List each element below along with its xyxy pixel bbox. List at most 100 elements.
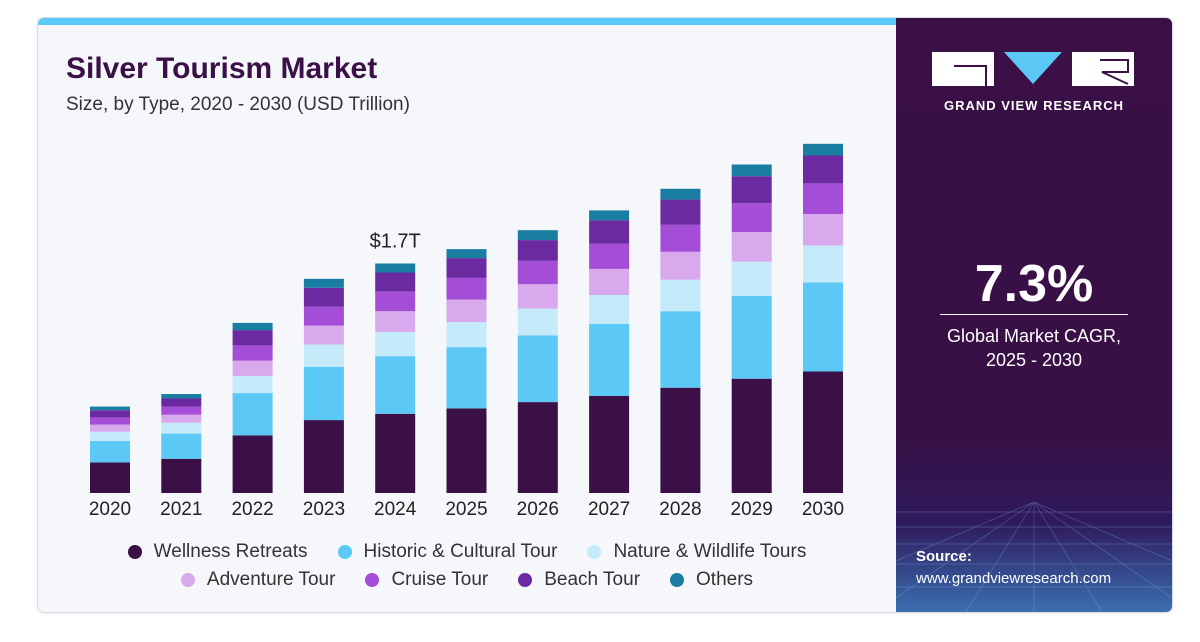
bar-segment-2025-cruise-tour bbox=[446, 277, 487, 300]
legend-swatch bbox=[337, 545, 352, 559]
bar-segment-2020-cruise-tour bbox=[90, 417, 130, 425]
chart-panel: Silver Tourism Market Size, by Type, 202… bbox=[38, 18, 896, 612]
legend-item: Cruise Tour bbox=[365, 569, 488, 591]
bar-segment-2026-cruise-tour bbox=[517, 260, 558, 285]
bar-segment-2028-historic-cultural-tour bbox=[660, 311, 701, 388]
bar-segment-2021-cruise-tour bbox=[161, 406, 202, 415]
legend-label: Wellness Retreats bbox=[153, 541, 308, 562]
cagr-label: Global Market CAGR, 2025 - 2030 bbox=[926, 324, 1142, 372]
x-tick-label: 2027 bbox=[588, 499, 630, 520]
bar-segment-2020-others bbox=[90, 406, 130, 411]
bar-segment-2022-historic-cultural-tour bbox=[232, 393, 273, 436]
bar-segment-2024-others bbox=[375, 263, 416, 273]
bar-segment-2024-beach-tour bbox=[375, 272, 416, 292]
bar-segment-2023-wellness-retreats bbox=[303, 420, 344, 493]
decorative-grid-floor bbox=[896, 502, 1172, 612]
legend-item: Nature & Wildlife Tours bbox=[587, 541, 806, 563]
bar-segment-2020-beach-tour bbox=[90, 410, 130, 418]
bar-segment-2021-adventure-tour bbox=[161, 414, 202, 423]
legend-swatch bbox=[127, 545, 142, 559]
bar-segment-2024-historic-cultural-tour bbox=[375, 356, 416, 414]
x-tick-label: 2023 bbox=[303, 499, 345, 520]
bar-segment-2030-adventure-tour bbox=[803, 214, 843, 246]
cagr-divider bbox=[940, 314, 1128, 315]
bar-segment-2023-adventure-tour bbox=[303, 325, 344, 345]
legend-swatch bbox=[518, 573, 533, 587]
bar-segment-2028-nature-wildlife-tours bbox=[660, 279, 701, 312]
bar-segment-2020-adventure-tour bbox=[90, 424, 130, 432]
bar-segment-2028-others bbox=[660, 188, 701, 200]
x-tick-label: 2029 bbox=[731, 499, 773, 520]
bar-segment-2029-cruise-tour bbox=[731, 203, 772, 232]
bar-segment-2020-historic-cultural-tour bbox=[90, 440, 130, 463]
bar-segment-2027-wellness-retreats bbox=[589, 395, 630, 493]
bar-segment-2024-wellness-retreats bbox=[375, 413, 416, 493]
source-label: Source: bbox=[916, 548, 972, 565]
stacked-bar-chart: 2020 2021 2022 2023 2024 $1.7T 2025 2026 2027 202… bbox=[89, 143, 844, 520]
bar-segment-2025-beach-tour bbox=[446, 258, 487, 278]
x-tick-label: 2022 bbox=[231, 499, 273, 520]
x-tick-label: 2028 bbox=[659, 499, 701, 520]
bar-segment-2025-nature-wildlife-tours bbox=[446, 322, 487, 348]
bar-segment-2028-wellness-retreats bbox=[660, 387, 701, 493]
bar-segment-2029-beach-tour bbox=[731, 176, 772, 204]
bar-segment-2022-others bbox=[232, 322, 273, 331]
bar-segment-2020-nature-wildlife-tours bbox=[90, 431, 130, 441]
stats-sidebar: GRAND VIEW RESEARCH 7.3% Global Market C… bbox=[896, 18, 1172, 612]
bar-segment-2026-others bbox=[517, 230, 558, 241]
bar-segment-2024-nature-wildlife-tours bbox=[375, 331, 416, 357]
legend-row: Wellness Retreats Historic & Cultural Tou… bbox=[38, 538, 896, 566]
bar-segment-2022-wellness-retreats bbox=[232, 435, 273, 493]
legend-label: Others bbox=[696, 569, 754, 590]
legend-item: Wellness Retreats bbox=[127, 541, 308, 563]
bar-segment-2025-historic-cultural-tour bbox=[446, 347, 487, 409]
legend-row: Adventure Tour Cruise Tour Beach Tour Other… bbox=[38, 566, 896, 594]
legend-label: Historic & Cultural Tour bbox=[363, 541, 558, 562]
bar-segment-2028-adventure-tour bbox=[660, 251, 701, 280]
bar-segment-2025-adventure-tour bbox=[446, 299, 487, 322]
chart-legend: Wellness Retreats Historic & Cultural Tou… bbox=[38, 538, 896, 594]
bar-segment-2027-cruise-tour bbox=[589, 243, 630, 269]
bar-segment-2023-nature-wildlife-tours bbox=[303, 344, 344, 367]
bar-segment-2023-others bbox=[303, 278, 344, 288]
source-url: www.grandviewresearch.com bbox=[916, 570, 1112, 587]
bar-segment-2026-wellness-retreats bbox=[517, 402, 558, 493]
bar-segment-2030-cruise-tour bbox=[803, 183, 843, 214]
bar-segment-2030-historic-cultural-tour bbox=[803, 282, 843, 372]
bar-segment-2022-beach-tour bbox=[232, 330, 273, 346]
bar-segment-2021-nature-wildlife-tours bbox=[161, 422, 202, 434]
bar-segment-2029-nature-wildlife-tours bbox=[731, 261, 772, 296]
bar-segment-2021-others bbox=[161, 394, 202, 399]
bar-segment-2026-adventure-tour bbox=[517, 284, 558, 309]
chart-title: Silver Tourism Market bbox=[66, 52, 378, 85]
bar-segment-2022-nature-wildlife-tours bbox=[232, 376, 273, 394]
legend-swatch bbox=[670, 573, 685, 587]
bar-segment-2029-others bbox=[731, 164, 772, 177]
bar-segment-2021-historic-cultural-tour bbox=[161, 433, 202, 459]
bar-segment-2029-wellness-retreats bbox=[731, 378, 772, 493]
legend-item: Beach Tour bbox=[518, 569, 640, 591]
legend-item: Others bbox=[670, 569, 753, 591]
gvr-logo bbox=[932, 52, 1134, 86]
infographic-card: Silver Tourism Market Size, by Type, 202… bbox=[38, 18, 1172, 612]
bar-segment-2021-beach-tour bbox=[161, 398, 202, 407]
bar-segment-2025-others bbox=[446, 249, 487, 259]
bar-segment-2027-others bbox=[589, 210, 630, 221]
accent-strip bbox=[38, 18, 896, 25]
data-label: $1.7T bbox=[370, 231, 421, 253]
bar-segment-2030-beach-tour bbox=[803, 155, 843, 184]
x-tick-label: 2025 bbox=[445, 499, 487, 520]
legend-item: Historic & Cultural Tour bbox=[337, 541, 558, 563]
bar-segment-2027-beach-tour bbox=[589, 220, 630, 244]
cagr-value: 7.3% bbox=[974, 255, 1094, 313]
bar-segment-2028-cruise-tour bbox=[660, 224, 701, 252]
bar-segment-2022-adventure-tour bbox=[232, 360, 273, 376]
bar-segment-2029-historic-cultural-tour bbox=[731, 295, 772, 379]
bar-segment-2030-nature-wildlife-tours bbox=[803, 245, 843, 283]
bar-segment-2022-cruise-tour bbox=[232, 345, 273, 361]
bar-segment-2027-nature-wildlife-tours bbox=[589, 295, 630, 324]
legend-label: Nature & Wildlife Tours bbox=[613, 541, 807, 562]
bar-segment-2021-wellness-retreats bbox=[161, 458, 202, 493]
bar-segment-2030-wellness-retreats bbox=[803, 371, 843, 493]
bar-segment-2026-historic-cultural-tour bbox=[517, 335, 558, 403]
